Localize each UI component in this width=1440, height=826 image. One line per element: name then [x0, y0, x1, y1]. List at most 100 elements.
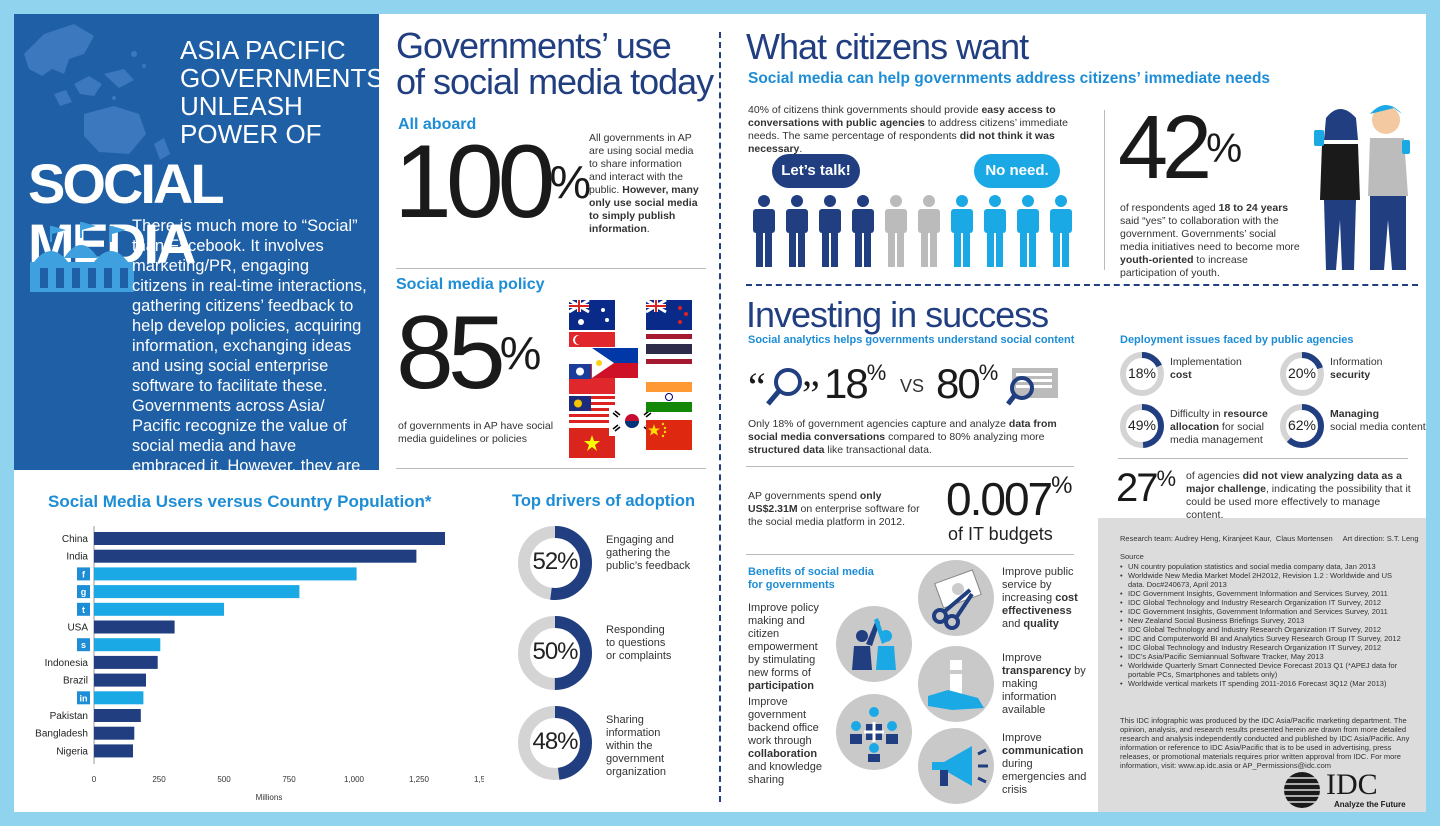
aboard-text-bold: However, many only use social media to s…	[589, 184, 699, 235]
benefits-heading: Benefits of social media for governments	[748, 566, 874, 592]
policy-value: 85%	[396, 298, 541, 408]
driver-text: Sharing information within the government or…	[606, 714, 666, 779]
aboard-number: 100	[394, 124, 556, 240]
hero-panel: ASIA PACIFIC GOVERNMENTS UNLEASH POWER O…	[14, 14, 379, 470]
youth-text-plain: said “yes” to collaboration with the gov…	[1120, 215, 1300, 253]
deploy-text-part: resource allocation	[1170, 408, 1268, 433]
young-people-illustration-icon	[1314, 105, 1410, 270]
source-item: IDC's Asia/Pacific Semiannual Software T…	[1120, 652, 1410, 661]
source-item: UN country population statistics and soc…	[1120, 562, 1410, 571]
deploy-text: Difficulty in resource allocation for so…	[1170, 408, 1270, 447]
source-item: New Zealand Social Business Briefings Su…	[1120, 616, 1410, 625]
bar	[94, 620, 175, 634]
structured-data-percent: %	[978, 360, 999, 385]
information-hand-icon	[918, 646, 994, 722]
deploy-ring: 49%	[1120, 404, 1164, 448]
skype-icon: s	[77, 638, 90, 652]
citizens-subtitle: Social media can help governments addres…	[748, 70, 1271, 87]
gov-title: Governments’ use of social media today	[396, 25, 714, 102]
driver-text-line: within the	[606, 740, 653, 752]
driver-value: 52%	[532, 548, 578, 575]
source-item: Worldwide New Media Market Model 2H2012,…	[1120, 571, 1410, 589]
benefit-text-bold: participation	[748, 680, 815, 692]
ring-fill	[1120, 352, 1164, 396]
benefit-text-bold: quality	[1023, 618, 1059, 630]
x-tick-label: 1,500	[474, 775, 484, 784]
spend-text-plain: on enterprise software for the social me…	[748, 503, 920, 528]
ring-fill	[1280, 352, 1324, 396]
driver-text-line: Engaging and	[606, 534, 674, 546]
idc-logo: IDC	[1326, 768, 1378, 801]
new-zealand-flag-icon	[646, 300, 692, 330]
deploy-stat-number: 27	[1116, 466, 1158, 510]
government-building-icon	[30, 222, 134, 292]
person-icon	[819, 195, 841, 267]
hero-title: ASIA PACIFIC GOVERNMENTS UNLEASH POWER O…	[180, 36, 379, 148]
deploy-stat-text: of agencies did not view analyzing data …	[1186, 470, 1412, 522]
benefit-communication-text: Improve communication during emergencies…	[1002, 732, 1088, 797]
source-item: IDC Government Insights, Government Info…	[1120, 607, 1410, 616]
lets-talk-bubble: Let’s talk!	[772, 154, 860, 188]
hero-title-line: GOVERNMENTS	[180, 63, 379, 93]
source-heading: Source	[1120, 552, 1144, 561]
investing-text-bold: data from social media conversations	[748, 418, 1057, 443]
citizens-text-plain: .	[799, 143, 803, 155]
progress-ring	[1120, 352, 1164, 396]
x-tick-label: 0	[92, 775, 97, 784]
x-axis-label: Millions	[256, 793, 283, 802]
citizens-title: What citizens want	[746, 26, 1029, 67]
vietnam-flag-icon	[569, 428, 615, 458]
category-label: Bangladesh	[35, 729, 88, 740]
source-item: IDC Government Insights, Government Info…	[1120, 589, 1410, 598]
separator	[1118, 458, 1408, 459]
benefit-text-plain: Improve policy making and citizen empowe…	[748, 602, 819, 679]
deploy-text-part: Information	[1330, 356, 1383, 368]
person-icon	[951, 195, 973, 267]
benefit-participation-text: Improve policy making and citizen empowe…	[748, 602, 832, 693]
progress-ring	[518, 526, 592, 600]
structured-data-number: 80	[936, 360, 981, 407]
high-five-icon	[836, 606, 912, 682]
megaphone-icon	[918, 728, 994, 804]
youth-text-plain: to increase participation of youth.	[1120, 254, 1248, 279]
bar	[94, 532, 445, 545]
citizens-text: 40% of citizens think governments should…	[748, 104, 1098, 156]
spend-sub: of IT budgets	[948, 524, 1053, 544]
driver-text-line: information	[606, 727, 661, 739]
benefit-text-plain: Improve	[1002, 652, 1042, 664]
deploy-ring: 62%	[1280, 404, 1324, 448]
gov-title-line: of social media today	[396, 61, 714, 102]
driver-text-line: public’s feedback	[606, 560, 691, 572]
collaboration-icon	[836, 694, 912, 770]
spend-text-bold: only US$2.31M	[748, 490, 882, 515]
bar	[94, 602, 224, 616]
policy-heading: Social media policy	[396, 276, 545, 293]
youth-value: 42%	[1118, 98, 1242, 198]
gov-title-line: Governments’ use	[396, 25, 672, 66]
deploy-stat-text-bold: did not view analyzing data as a major c…	[1186, 470, 1402, 495]
driver-text: Responding to questions or complaints	[606, 624, 671, 663]
chart-title: Social Media Users versus Country Popula…	[48, 492, 432, 511]
x-tick-label: 750	[282, 775, 296, 784]
policy-percent: %	[499, 327, 542, 379]
bar	[94, 585, 300, 599]
twitter-icon: t	[77, 602, 90, 616]
investing-text-bold: structured data	[748, 444, 825, 456]
deploy-text-part: social media content	[1330, 421, 1426, 433]
svg-text:“: “	[748, 364, 766, 408]
x-tick-label: 1,250	[409, 775, 430, 784]
source-item: IDC Global Technology and Industry Resea…	[1120, 643, 1410, 652]
spend-text: AP governments spend only US$2.31M on en…	[748, 490, 928, 529]
benefit-text-plain: by making information available	[1002, 665, 1086, 716]
malaysia-flag-icon	[569, 396, 615, 426]
deploy-ring: 18%	[1120, 352, 1164, 396]
separator	[396, 468, 706, 469]
benefit-cost-text: Improve public service by increasing cos…	[1002, 566, 1088, 631]
benefit-text-plain: during emergencies and crisis	[1002, 758, 1087, 796]
driver-text-line: Sharing	[606, 714, 644, 726]
hero-title-line: UNLEASH	[180, 91, 303, 121]
spend-percent: %	[1051, 472, 1072, 499]
hero-body-text: There is much more to “Social” than Face…	[132, 217, 367, 470]
category-label: China	[62, 534, 89, 545]
bar	[94, 726, 135, 740]
